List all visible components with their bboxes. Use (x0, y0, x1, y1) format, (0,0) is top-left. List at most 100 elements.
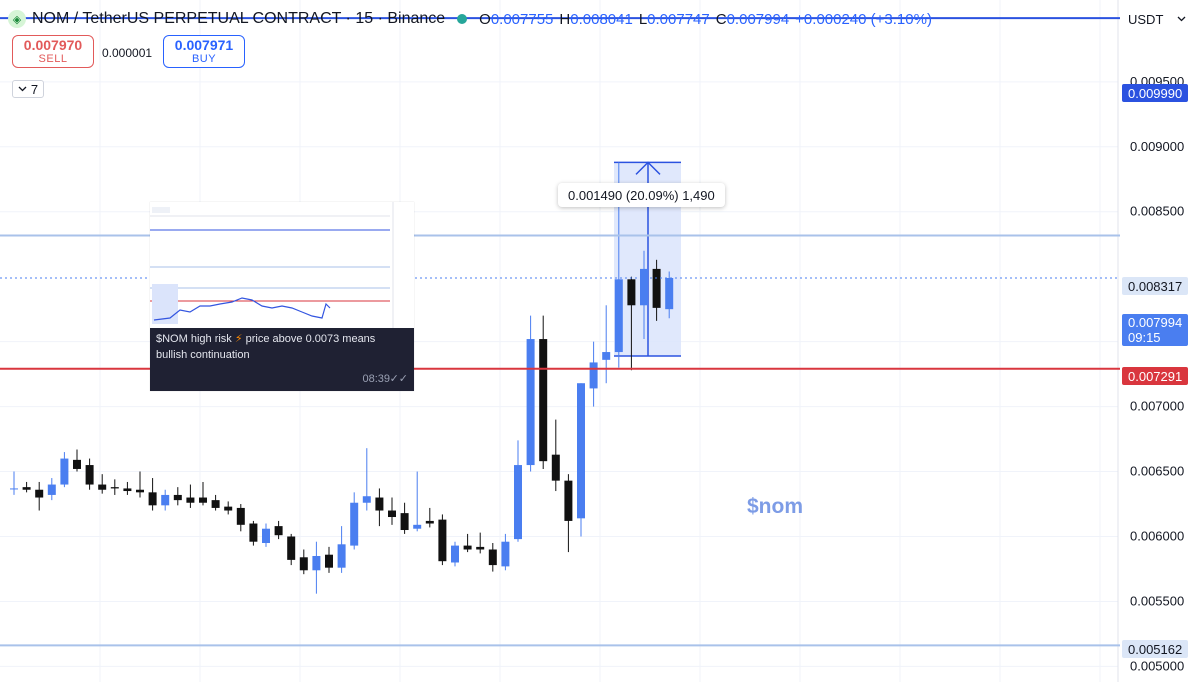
y-tick-label: 0.005500 (1130, 593, 1184, 608)
candle-body (262, 528, 270, 544)
candle-body (438, 519, 447, 562)
high-label: H (559, 10, 571, 28)
candle-body (577, 383, 585, 519)
candle-body (476, 546, 485, 550)
candle-body (375, 497, 384, 511)
candle-body (35, 489, 44, 498)
y-tick-label: 0.006000 (1130, 529, 1184, 544)
candle-body (312, 555, 321, 571)
inset-mini-chart (150, 202, 414, 328)
candle-body (10, 488, 18, 490)
candle-body (161, 494, 170, 506)
arrow-up-icon (635, 161, 661, 175)
indicators-toggle[interactable]: 7 (12, 80, 44, 98)
nom-annotation[interactable]: $nom (747, 495, 804, 518)
price-tag-top-line: 0.009990 (1122, 84, 1189, 102)
candle-body (564, 480, 573, 521)
symbol-title[interactable]: NOM / TetherUS PERPETUAL CONTRACT · 15 ·… (32, 10, 446, 27)
candle-body (589, 362, 598, 389)
caption-time: 08:39 (362, 373, 390, 385)
candle-body (526, 339, 535, 466)
currency-selector[interactable]: USDT (1120, 6, 1194, 32)
candle-body (47, 484, 56, 495)
candle-body (325, 554, 333, 568)
candle-body (362, 496, 371, 503)
candle-body (274, 526, 283, 536)
caption-part1: $NOM high risk (156, 333, 232, 345)
chart-header: ◈ NOM / TetherUS PERPETUAL CONTRACT · 15… (8, 8, 932, 30)
low-value: 0.007747 (647, 10, 710, 28)
candle-body (539, 339, 548, 462)
candle-body (425, 520, 434, 524)
candle-body (199, 497, 207, 503)
chevron-down-icon (1177, 16, 1186, 22)
indicator-count: 7 (30, 81, 39, 97)
sell-label: SELL (38, 52, 68, 65)
candle-body (463, 545, 472, 550)
y-tick-label: 0.005000 (1130, 658, 1184, 673)
candle-body (388, 510, 396, 518)
candle-body (640, 268, 648, 306)
candle-body (451, 545, 459, 563)
buy-label: BUY (191, 52, 217, 65)
open-value: 0.007755 (490, 10, 554, 28)
sell-button[interactable]: 0.007970 SELL (12, 35, 94, 68)
low-label: L (638, 10, 648, 28)
double-check-icon: ✓✓ (389, 373, 408, 385)
candle-body (224, 506, 233, 511)
candle-body (400, 513, 409, 531)
candle-body (148, 492, 157, 506)
open-label: O (479, 10, 491, 28)
buy-button[interactable]: 0.007971 BUY (163, 35, 245, 68)
spread-value: 0.000001 (102, 46, 153, 60)
candle-body (514, 465, 522, 540)
candle-body (73, 459, 81, 469)
high-value: 0.008041 (570, 10, 633, 28)
nom-logo-icon: ◈ (8, 10, 26, 28)
lightning-icon: ⚡ (234, 333, 243, 345)
measure-label: 0.001490 (20.09%) 1,490 (558, 183, 725, 207)
candle-body (602, 352, 611, 360)
candle-countdown: 09:15 (1128, 330, 1161, 345)
candle-body (60, 458, 69, 485)
candle-body (236, 507, 245, 525)
embedded-screenshot: $NOM high risk ⚡ price above 0.0073 mean… (150, 202, 414, 391)
buy-price: 0.007971 (174, 36, 234, 53)
candle-body (136, 489, 144, 493)
caption-part2: price above 0.0073 means bullish continu… (156, 333, 376, 361)
chevron-down-icon (18, 86, 27, 92)
close-label: C (715, 10, 727, 28)
candle-body (488, 549, 497, 566)
price-tag-low-line: 0.005162 (1122, 640, 1189, 658)
candle-body (287, 536, 296, 560)
candle-body (299, 557, 308, 571)
candle-body (551, 454, 560, 481)
currency-label: USDT (1128, 11, 1164, 27)
candle-body (211, 500, 220, 508)
price-change: +0.000240 (+3.10%) (795, 10, 932, 28)
candle-body (501, 541, 510, 567)
price-tag-current: 0.007994 09:15 (1122, 314, 1189, 346)
candle-body (110, 487, 119, 489)
candle-body (98, 484, 107, 490)
candle-body (614, 279, 623, 353)
ohlc-values: O0.007755 H0.008041 L0.007747 C0.007994 … (479, 11, 932, 28)
candle-body (413, 524, 422, 529)
price-tag-red-line: 0.007291 (1122, 367, 1189, 385)
y-tick-label: 0.007000 (1130, 399, 1184, 414)
price-tag-mid-line: 0.008317 (1122, 277, 1189, 295)
candle-body (85, 465, 94, 485)
candle-body (350, 502, 359, 546)
candle-body (22, 487, 31, 490)
sell-price: 0.007970 (23, 36, 83, 53)
candle-body (123, 488, 132, 492)
market-status-dot (457, 14, 468, 24)
candle-body (337, 544, 346, 568)
close-value: 0.007994 (726, 10, 790, 28)
y-tick-label: 0.009000 (1130, 139, 1184, 154)
candle-body (627, 279, 636, 306)
candle-body (173, 494, 182, 501)
candle-body (249, 523, 258, 542)
y-tick-label: 0.008500 (1130, 204, 1184, 219)
